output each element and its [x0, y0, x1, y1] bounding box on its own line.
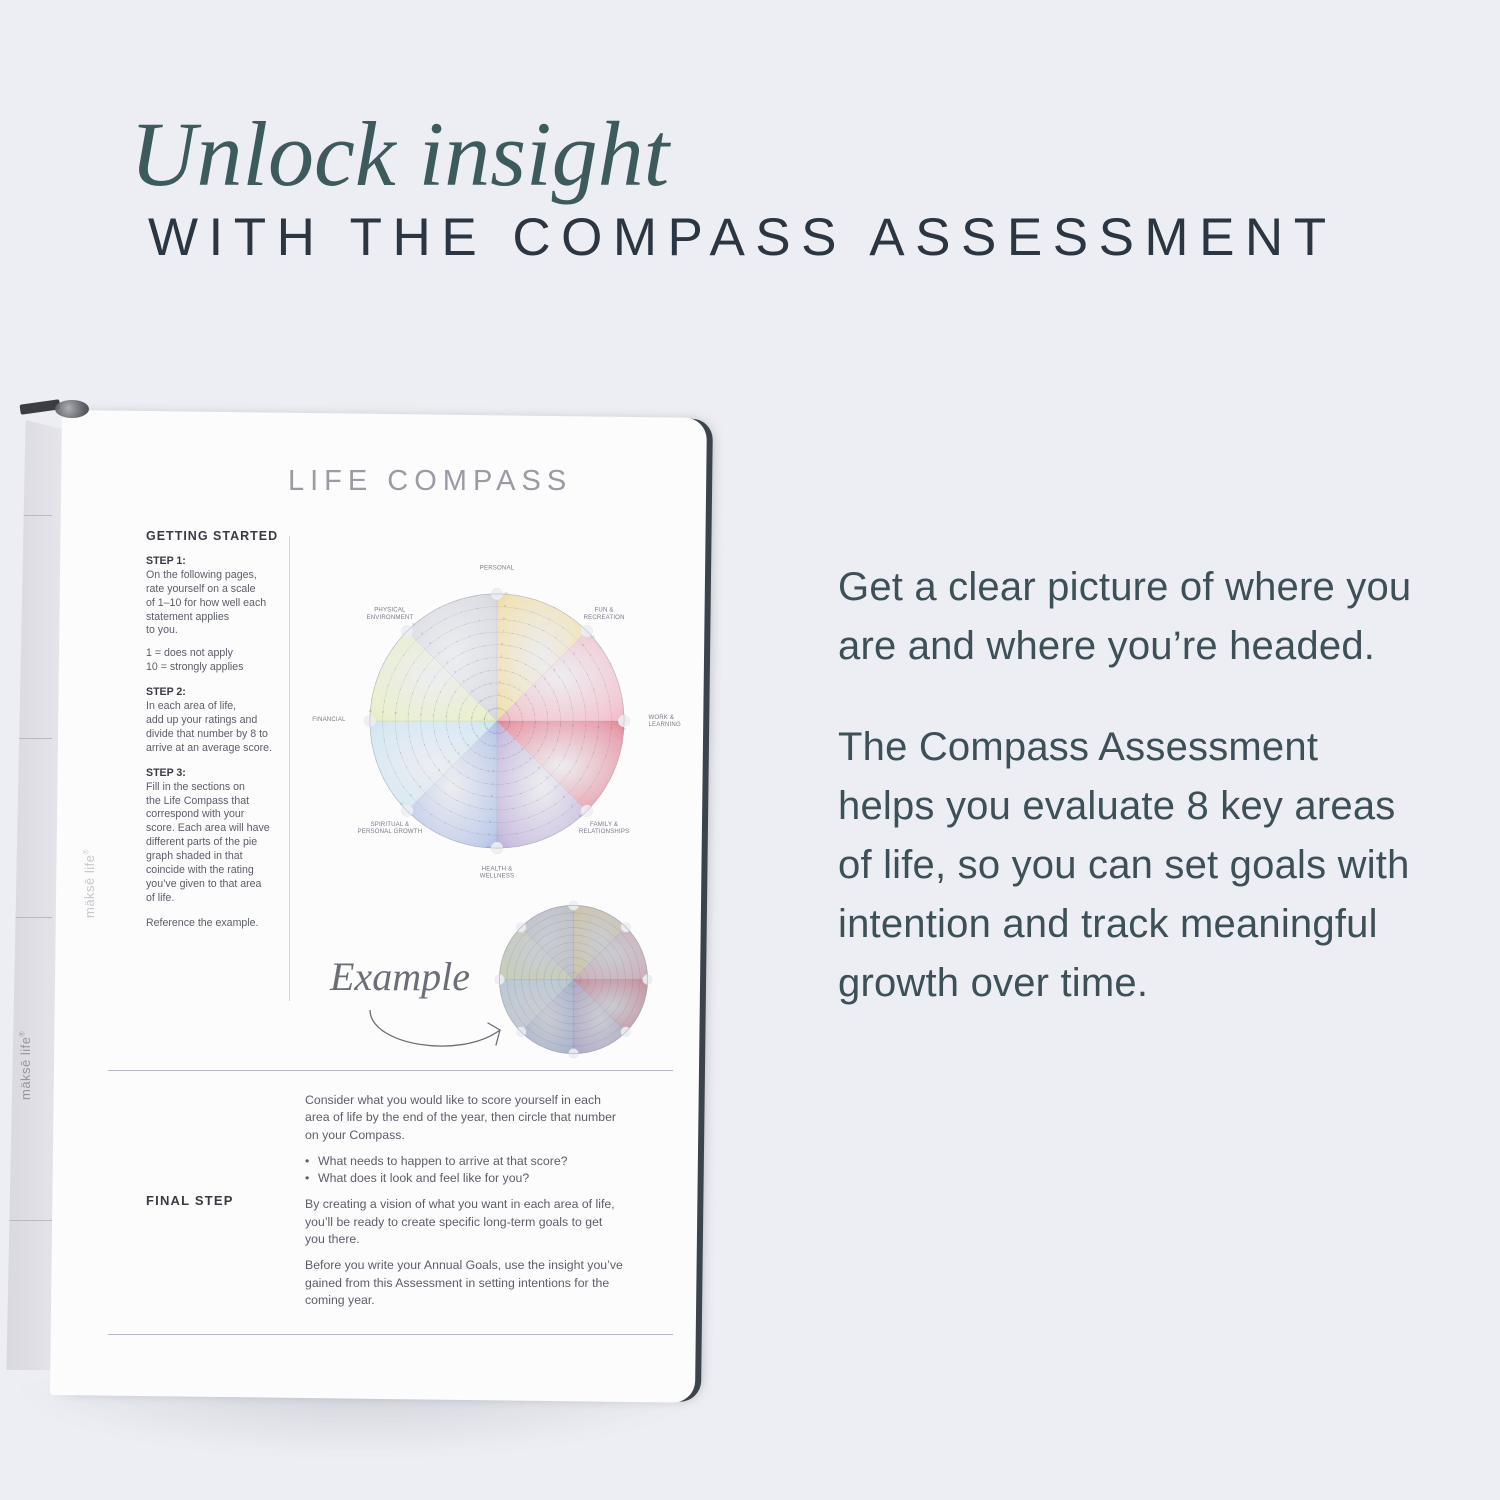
svg-text:WORK &LEARNING: WORK & LEARNING: [648, 714, 681, 728]
svg-text:HEALTH &WELLNESS: HEALTH & WELLNESS: [480, 865, 514, 879]
svg-text:Example: Example: [329, 954, 470, 999]
svg-text:PERSONAL: PERSONAL: [480, 565, 515, 572]
svg-text:SPIRITUAL &PERSONAL GROWTH: SPIRITUAL & PERSONAL GROWTH: [358, 821, 423, 835]
svg-text:FINANCIAL: FINANCIAL: [312, 716, 346, 723]
svg-text:FAMILY &RELATIONSHIPS: FAMILY & RELATIONSHIPS: [579, 821, 629, 835]
svg-text:FUN &RECREATION: FUN & RECREATION: [584, 607, 625, 621]
